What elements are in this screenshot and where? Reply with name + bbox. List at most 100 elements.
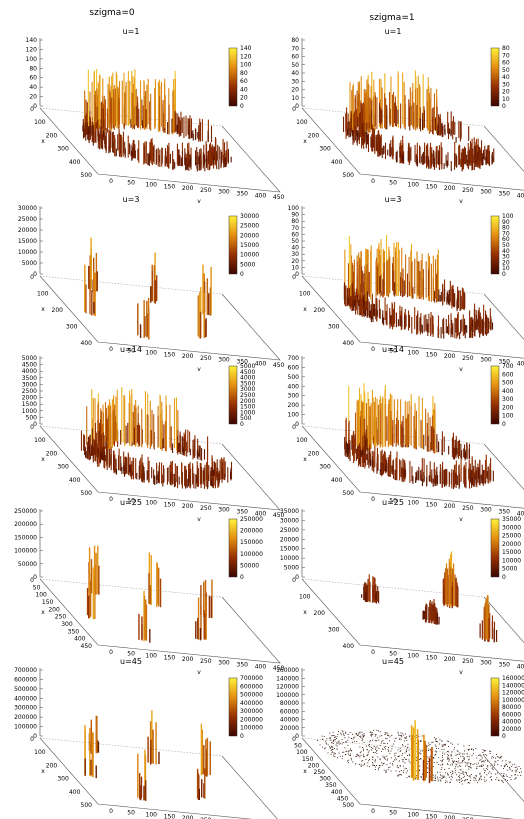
surface-mark xyxy=(462,756,464,757)
surface-mark xyxy=(451,758,453,759)
surface-mark xyxy=(454,747,455,749)
surface-mark xyxy=(403,770,405,772)
z-tick-label: 300000 xyxy=(14,705,37,712)
surface-mark xyxy=(381,764,383,766)
surface-mark xyxy=(387,734,389,736)
colorbar xyxy=(228,215,238,275)
v-axis-label: v xyxy=(459,669,463,676)
x-tick-label: 100 xyxy=(34,119,46,126)
surface-mark xyxy=(469,764,471,766)
v-tick-label: 200 xyxy=(182,185,194,192)
colorbar xyxy=(490,677,500,737)
surface-mark xyxy=(350,757,352,759)
surface-mark xyxy=(365,758,367,760)
x-tick-label: 200 xyxy=(48,606,60,613)
surface-mark xyxy=(375,769,376,771)
surface-mark xyxy=(475,775,477,776)
surface-mark xyxy=(362,734,364,736)
surface-mark xyxy=(341,739,343,741)
surface-mark xyxy=(435,738,437,740)
surface-mark xyxy=(367,753,369,755)
floor-back-edge xyxy=(39,737,223,757)
surface-marks xyxy=(82,68,232,172)
surface-mark xyxy=(404,738,406,740)
colorbar-tick-label: 10 xyxy=(502,96,510,103)
surface-mark xyxy=(356,734,358,736)
surface-mark xyxy=(394,740,396,742)
surface-mark xyxy=(452,773,454,774)
colorbar-tick-label: 30 xyxy=(502,81,510,88)
surface-mark xyxy=(476,765,478,767)
surface-mark xyxy=(476,767,478,769)
surface-mark xyxy=(446,751,448,752)
z-tick-label: 30 xyxy=(291,251,299,258)
surface-mark xyxy=(438,757,440,759)
surface-mark xyxy=(436,776,438,778)
surface-mark xyxy=(482,749,484,751)
surface-mark xyxy=(400,750,402,751)
surface-mark xyxy=(486,774,488,776)
surface-mark xyxy=(447,772,449,774)
x-tick-label: 100 xyxy=(34,437,46,444)
surface-mark xyxy=(429,755,431,757)
surface-mark xyxy=(334,747,335,749)
surface-mark xyxy=(386,755,388,757)
surface-mark xyxy=(367,754,368,756)
surface-mark xyxy=(519,772,520,773)
x-tick-label: 0 xyxy=(292,577,296,584)
surface-mark xyxy=(515,771,517,773)
surface-mark xyxy=(397,749,399,751)
surface-mark xyxy=(420,750,422,752)
x-tick-label: 500 xyxy=(343,802,355,809)
surface-mark xyxy=(481,761,483,763)
surface-mark xyxy=(483,764,484,766)
surface-mark xyxy=(428,757,430,759)
surface-mark xyxy=(338,743,340,745)
surface-mark xyxy=(376,746,378,748)
surface-mark xyxy=(397,731,399,733)
surface-mark xyxy=(362,739,364,741)
surface-mark xyxy=(352,733,353,735)
surface-mark xyxy=(391,748,393,750)
surface-mark xyxy=(441,761,443,763)
x-tick-label: 400 xyxy=(331,159,343,166)
chart-title: u=14 xyxy=(120,345,142,354)
colorbar-tick-label: 15000 xyxy=(502,549,521,556)
surface-mark xyxy=(443,775,445,777)
surface-mark xyxy=(347,760,349,762)
surface-mark xyxy=(343,735,345,737)
surface-mark xyxy=(404,752,406,754)
surface-mark xyxy=(332,748,334,750)
surface-mark xyxy=(500,773,502,774)
v-tick-label: 300 xyxy=(480,189,492,196)
surface-mark xyxy=(413,736,415,737)
surface-mark xyxy=(376,765,377,766)
surface-mark xyxy=(331,745,332,747)
surface-mark xyxy=(335,738,337,739)
surface-mark xyxy=(483,768,485,770)
surface-mark xyxy=(363,741,365,743)
surface-mark xyxy=(406,751,407,753)
colorbar-tick-label: 20000 xyxy=(502,541,521,548)
z-tick-label: 50 xyxy=(291,62,299,69)
x-tick-label: 0 xyxy=(30,274,34,281)
surface-marks xyxy=(361,551,498,643)
colorbar-tick-label: 3000 xyxy=(240,386,255,393)
surface-mark xyxy=(368,745,370,747)
surface-mark xyxy=(443,749,445,751)
surface-mark xyxy=(351,759,353,761)
v-tick-label: 300 xyxy=(480,507,492,514)
surface-mark xyxy=(405,750,407,752)
surface-mark xyxy=(356,755,358,757)
surface-mark xyxy=(437,780,439,782)
surface-mark xyxy=(395,770,397,772)
x-axis-label: x xyxy=(41,768,45,775)
v-tick-label: 300 xyxy=(480,660,492,667)
surface-mark xyxy=(351,750,353,751)
floor-frame xyxy=(301,737,524,819)
surface-mark xyxy=(329,732,331,734)
surface-mark xyxy=(363,736,365,737)
surface-mark xyxy=(376,750,377,752)
surface-mark xyxy=(333,752,335,754)
